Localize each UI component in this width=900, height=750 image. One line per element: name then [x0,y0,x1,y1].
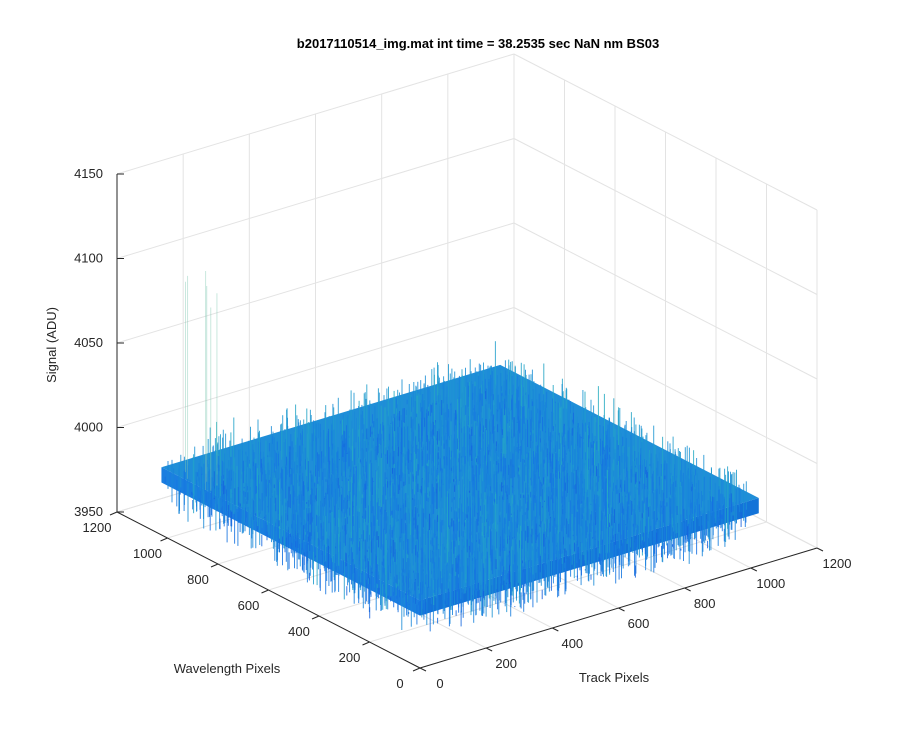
back-wall-grid-line [116,307,515,428]
side-wall-grid-line [513,53,818,211]
floor-grid-line [369,521,767,643]
side-wall-grid-line [513,138,818,295]
side-wall-grid-line [513,307,818,464]
back-wall-grid-line [116,222,515,344]
back-wall-grid-line [116,138,515,259]
back-wall-grid-line [116,53,515,175]
side-wall-grid-line [513,222,818,380]
surface-layer [161,270,759,632]
